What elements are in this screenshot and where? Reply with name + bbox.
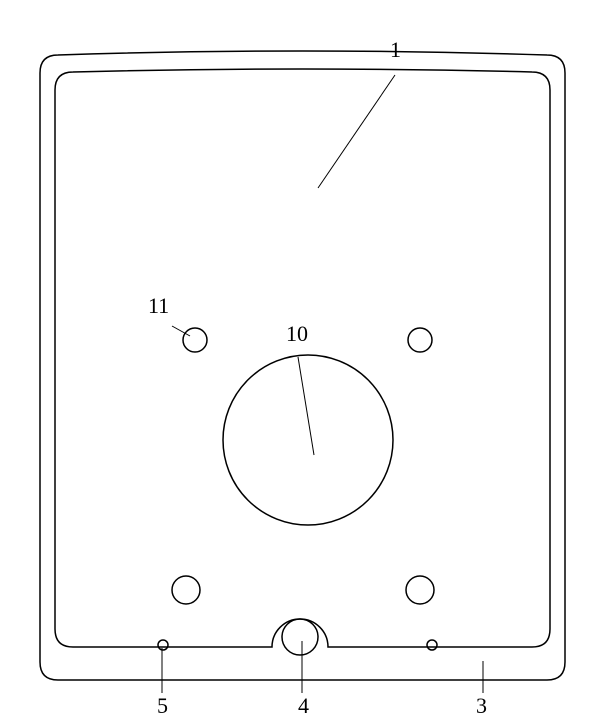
label-1: 1 bbox=[390, 37, 401, 63]
label-4: 4 bbox=[298, 693, 309, 719]
label-10: 10 bbox=[286, 321, 308, 347]
label-3: 3 bbox=[476, 693, 487, 719]
label-5: 5 bbox=[157, 693, 168, 719]
technical-drawing bbox=[0, 0, 594, 721]
label-11: 11 bbox=[148, 293, 169, 319]
